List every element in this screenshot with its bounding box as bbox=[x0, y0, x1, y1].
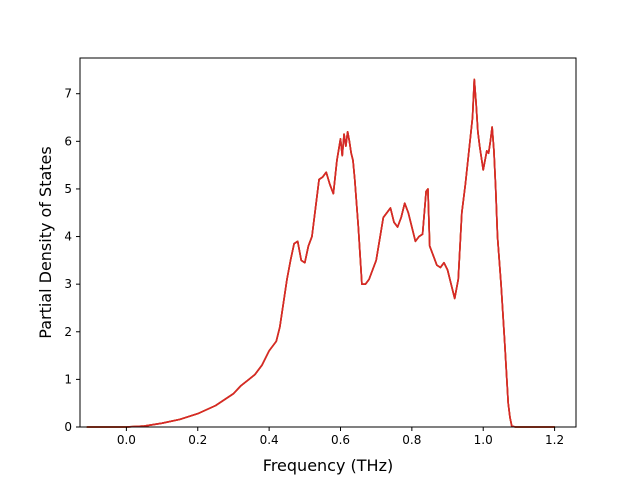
x-tick-label: 0.6 bbox=[331, 433, 350, 447]
x-tick-label: 0.0 bbox=[117, 433, 136, 447]
plot-frame bbox=[79, 57, 577, 428]
series-line-1-1 bbox=[86, 78, 556, 428]
x-tick-label: 0.8 bbox=[402, 433, 421, 447]
series-line-1-3 bbox=[86, 78, 556, 428]
y-tick-label: 2 bbox=[64, 325, 72, 339]
x-tick-label: 1.0 bbox=[474, 433, 493, 447]
axes-layer: 0.0 0.2 0.4 0.6 0.8 1.0 1.2 0 1 2 3 4 5 6 7 bbox=[64, 57, 577, 447]
x-axis-label: Frequency (THz) bbox=[263, 456, 393, 475]
y-tick-label: 1 bbox=[64, 372, 72, 386]
x-tick-label: 0.2 bbox=[188, 433, 207, 447]
x-tick-label: 0.4 bbox=[260, 433, 279, 447]
series-line-1-2 bbox=[86, 78, 556, 428]
y-tick-label: 6 bbox=[64, 134, 72, 148]
series-line-1-top bbox=[86, 78, 556, 428]
y-tick-label: 3 bbox=[64, 277, 72, 291]
marks-layer bbox=[86, 78, 556, 428]
y-tick-label: 0 bbox=[64, 420, 72, 434]
x-tick-label: 1.2 bbox=[545, 433, 564, 447]
y-tick-label: 5 bbox=[64, 182, 72, 196]
y-axis-label: Partial Density of States bbox=[36, 146, 55, 338]
y-tick-label: 7 bbox=[64, 87, 72, 101]
y-tick-label: 4 bbox=[64, 230, 72, 244]
